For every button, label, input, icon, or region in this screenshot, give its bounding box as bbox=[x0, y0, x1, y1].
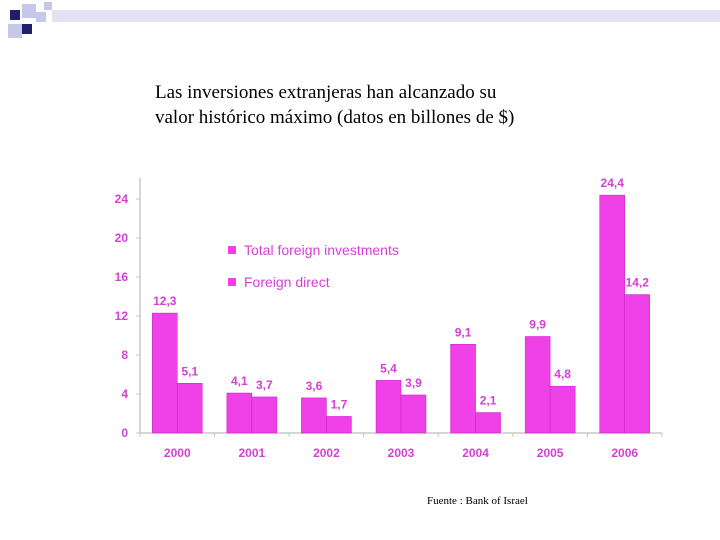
y-tick-label: 16 bbox=[115, 270, 129, 284]
x-tick-label: 2004 bbox=[462, 446, 489, 460]
y-tick-label: 12 bbox=[115, 309, 129, 323]
data-label-total-2005: 9,9 bbox=[529, 317, 546, 331]
data-label-direct-2001: 3,7 bbox=[256, 378, 273, 392]
bar-total-2000 bbox=[152, 312, 178, 434]
source-note: Fuente : Bank of Israel bbox=[427, 495, 528, 507]
bar-direct-2002 bbox=[326, 416, 352, 434]
bar-direct-2005 bbox=[549, 385, 576, 434]
chart-title: Las inversiones extranjeras han alcanzad… bbox=[155, 80, 695, 130]
bar-total-2005 bbox=[524, 336, 551, 434]
legend-swatch-total bbox=[228, 246, 236, 254]
data-label-direct-2006: 14,2 bbox=[626, 276, 650, 290]
x-tick-label: 2005 bbox=[537, 446, 564, 460]
data-label-total-2006: 24,4 bbox=[601, 176, 625, 190]
data-label-direct-2002: 1,7 bbox=[331, 397, 348, 411]
bar-total-2002 bbox=[301, 397, 327, 434]
x-tick-label: 2003 bbox=[388, 446, 415, 460]
chart-title-line-1: Las inversiones extranjeras han alcanzad… bbox=[155, 82, 497, 103]
y-tick-label: 8 bbox=[121, 348, 128, 362]
y-tick-label: 20 bbox=[115, 231, 129, 245]
bar-total-2006 bbox=[599, 194, 625, 434]
bar-direct-2004 bbox=[475, 412, 501, 434]
legend-item-direct: Foreign direct bbox=[228, 273, 330, 291]
y-tick-label: 0 bbox=[121, 426, 128, 440]
bar-direct-2003 bbox=[400, 394, 427, 434]
bar-total-2001 bbox=[226, 392, 253, 434]
data-label-total-2000: 12,3 bbox=[153, 294, 177, 308]
legend-label-total: Total foreign investments bbox=[244, 242, 399, 258]
bar-total-2003 bbox=[375, 380, 402, 434]
y-tick-label: 24 bbox=[115, 192, 129, 206]
data-label-total-2002: 3,6 bbox=[306, 379, 323, 393]
bar-direct-2000 bbox=[177, 383, 203, 434]
chart-title-line-2: valor histórico máximo (datos en billone… bbox=[155, 107, 515, 128]
legend-swatch-direct bbox=[228, 278, 236, 286]
data-label-total-2003: 5,4 bbox=[380, 361, 397, 375]
y-tick-label: 4 bbox=[121, 387, 128, 401]
header-decoration bbox=[8, 2, 720, 38]
data-label-total-2001: 4,1 bbox=[231, 374, 248, 388]
legend-label-direct: Foreign direct bbox=[244, 274, 330, 290]
legend-item-total: Total foreign investments bbox=[228, 241, 399, 259]
x-tick-label: 2002 bbox=[313, 446, 340, 460]
x-tick-label: 2000 bbox=[164, 446, 191, 460]
x-tick-label: 2006 bbox=[611, 446, 638, 460]
bar-direct-2006 bbox=[624, 294, 650, 434]
data-label-direct-2003: 3,9 bbox=[405, 376, 422, 390]
data-label-direct-2000: 5,1 bbox=[181, 364, 198, 378]
x-tick-label: 2001 bbox=[239, 446, 266, 460]
bar-total-2004 bbox=[450, 344, 476, 434]
bar-direct-2001 bbox=[251, 396, 278, 434]
data-label-direct-2004: 2,1 bbox=[480, 394, 497, 408]
data-label-total-2004: 9,1 bbox=[455, 325, 472, 339]
data-label-direct-2005: 4,8 bbox=[554, 367, 571, 381]
